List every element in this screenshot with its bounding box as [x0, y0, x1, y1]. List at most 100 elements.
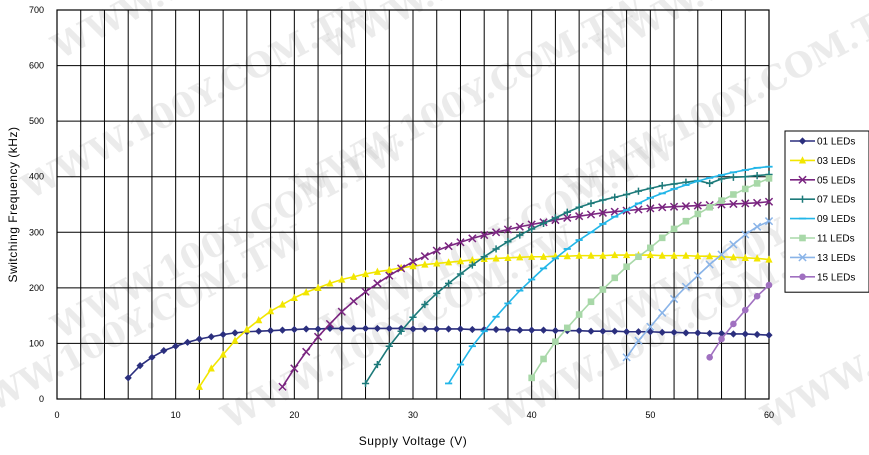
data-point	[540, 355, 547, 363]
data-point	[670, 180, 678, 188]
data-point	[563, 213, 572, 222]
data-point	[207, 333, 215, 341]
data-point	[504, 325, 512, 334]
data-point	[741, 173, 749, 181]
data-point	[729, 330, 737, 338]
data-point	[634, 328, 643, 336]
y-axis-label: Switching Frequency (kHz)	[6, 127, 20, 283]
data-point	[730, 191, 737, 198]
data-point	[325, 319, 335, 329]
data-point	[432, 246, 441, 255]
data-point	[278, 326, 287, 334]
data-point	[646, 250, 654, 259]
data-point	[516, 231, 524, 239]
data-point	[563, 324, 571, 332]
chart-series	[124, 165, 774, 391]
data-point	[587, 251, 595, 259]
legend-item: 13 LEDs	[790, 253, 855, 264]
data-point	[314, 283, 322, 291]
data-point	[290, 293, 298, 301]
data-point	[586, 210, 596, 219]
data-point	[397, 264, 406, 273]
legend-swatch-marker	[798, 175, 807, 184]
series-6	[528, 175, 773, 382]
data-point	[385, 324, 393, 333]
data-point	[575, 311, 583, 318]
data-point	[765, 281, 773, 289]
data-point	[635, 253, 642, 261]
data-point	[670, 225, 678, 233]
x-tick-label: 20	[289, 410, 299, 420]
data-point	[599, 327, 607, 335]
data-point	[420, 252, 429, 261]
legend-item: 15 LEDs	[790, 272, 855, 283]
data-point	[611, 327, 619, 335]
data-point	[741, 330, 749, 338]
legend-label: 07 LEDs	[817, 195, 855, 206]
data-point	[693, 201, 702, 210]
y-tick-label: 400	[29, 172, 44, 182]
data-point	[255, 315, 263, 324]
data-point	[646, 322, 655, 331]
data-point	[694, 252, 702, 260]
data-point	[681, 282, 691, 291]
data-point	[647, 244, 654, 252]
data-point	[551, 214, 559, 222]
data-point	[408, 257, 418, 266]
data-point	[468, 325, 476, 334]
legend-label: 05 LEDs	[817, 175, 855, 186]
data-point	[575, 212, 584, 221]
data-point	[717, 252, 726, 260]
data-point	[753, 222, 762, 231]
data-point	[231, 336, 239, 344]
legend-label: 01 LEDs	[817, 137, 855, 148]
data-point	[195, 335, 203, 343]
data-point	[492, 325, 500, 334]
data-point	[634, 336, 643, 345]
data-point	[503, 225, 513, 234]
data-point	[551, 327, 559, 335]
data-point	[575, 327, 583, 335]
data-point	[385, 342, 393, 350]
legend-swatch-marker	[798, 156, 807, 164]
data-point	[255, 327, 263, 335]
series-1	[124, 324, 773, 382]
data-point	[681, 202, 691, 211]
data-point	[741, 199, 750, 208]
data-point	[492, 254, 500, 262]
data-point	[421, 300, 429, 309]
data-point	[717, 329, 726, 338]
data-point	[753, 198, 762, 207]
data-point	[717, 175, 726, 183]
data-point	[764, 217, 774, 226]
x-tick-label: 40	[527, 410, 537, 420]
data-point	[385, 265, 393, 274]
data-point	[669, 294, 679, 304]
data-point	[373, 279, 382, 288]
data-point	[741, 185, 749, 193]
legend-swatch-marker	[799, 234, 806, 242]
data-point	[753, 180, 761, 187]
legend-swatch-marker	[798, 253, 807, 262]
data-point	[599, 251, 607, 259]
data-point	[528, 326, 536, 334]
data-point	[598, 208, 607, 217]
legend-label: 13 LEDs	[817, 253, 855, 264]
data-point	[587, 327, 595, 335]
y-tick-label: 0	[39, 394, 44, 404]
data-point	[433, 289, 441, 298]
legend-item: 01 LEDs	[790, 137, 855, 148]
data-point	[611, 274, 619, 282]
data-point	[385, 271, 394, 280]
data-point	[326, 279, 334, 287]
data-point	[623, 328, 631, 336]
data-point	[433, 259, 441, 267]
data-point	[623, 250, 631, 259]
data-point	[349, 297, 358, 306]
data-point	[337, 307, 346, 316]
data-point	[278, 382, 287, 391]
data-point	[658, 182, 666, 190]
legend-item: 07 LEDs	[790, 195, 855, 206]
y-tick-label: 500	[29, 116, 44, 126]
